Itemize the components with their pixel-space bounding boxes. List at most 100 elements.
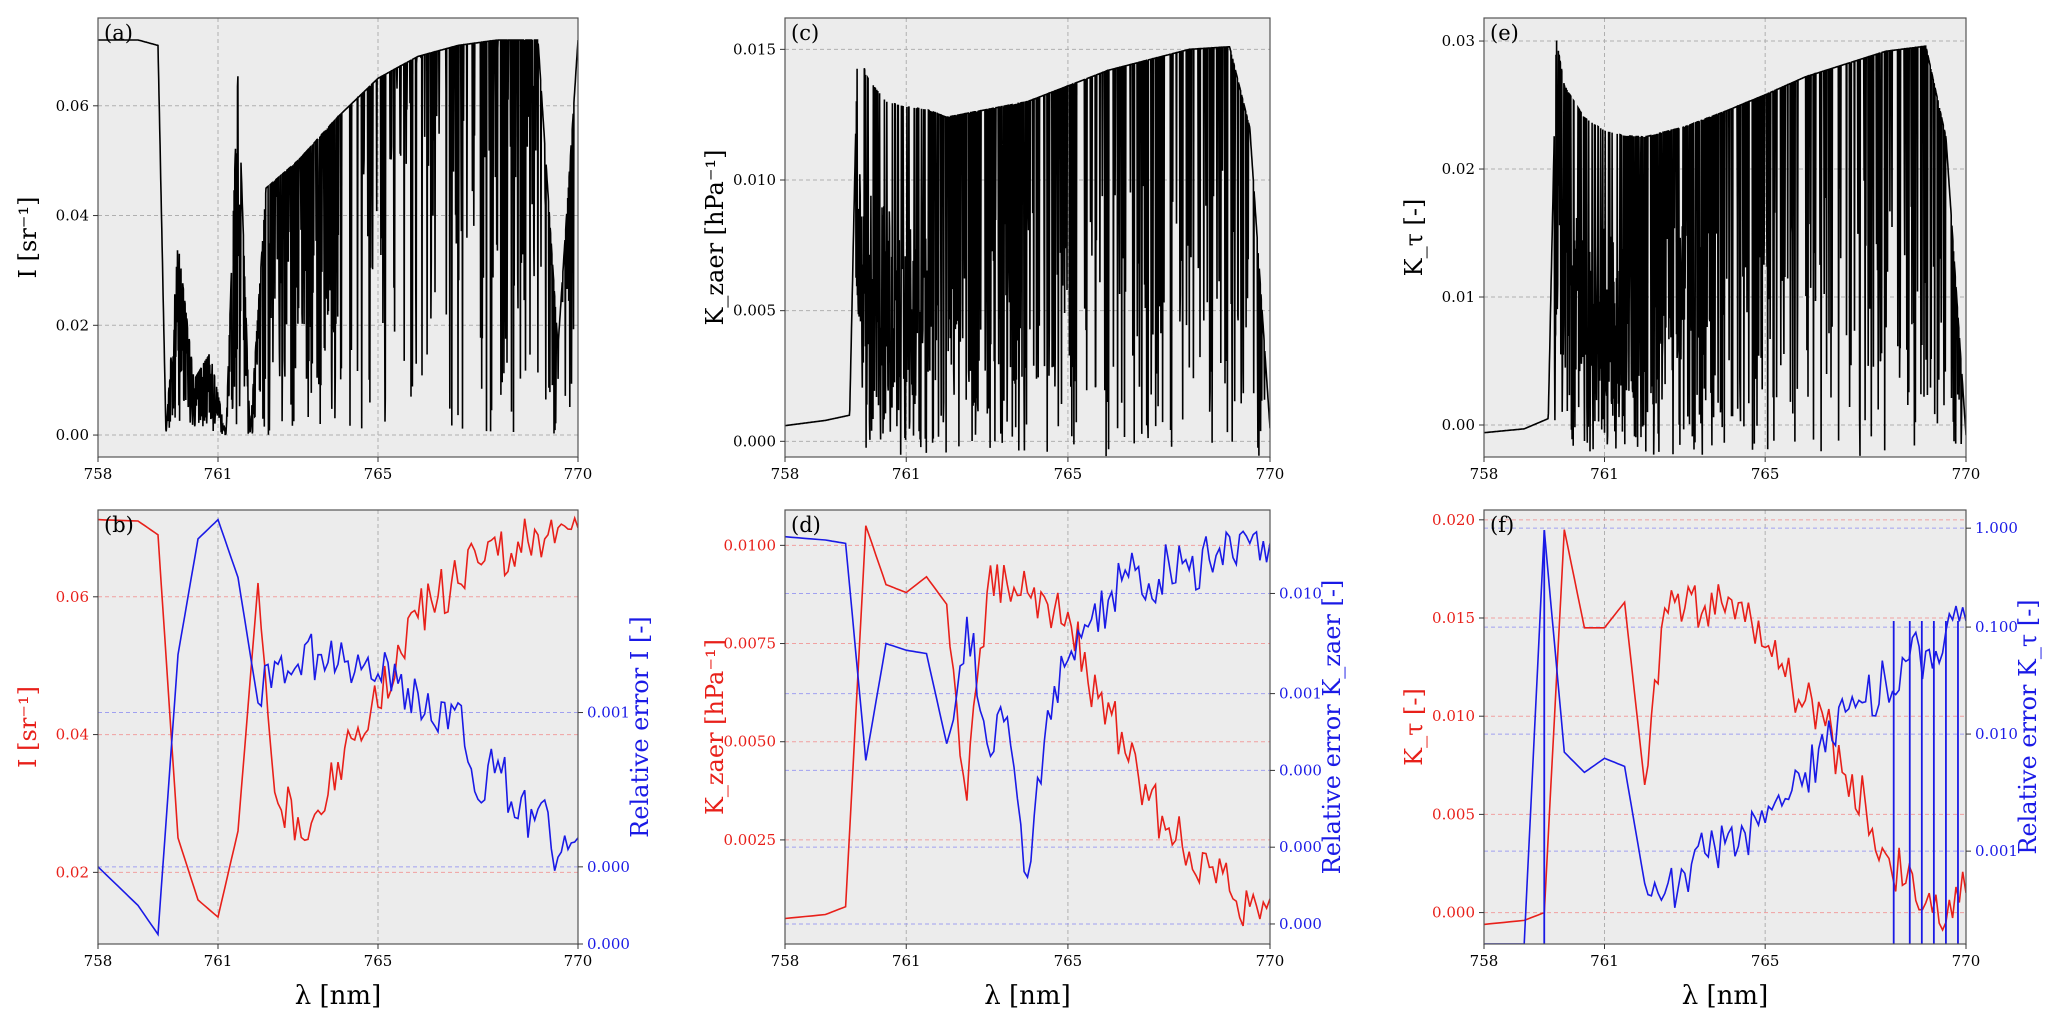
x-tick-label: 770 (1952, 952, 1981, 970)
y-tick-label: 0.010 (1432, 707, 1475, 725)
y-tick-label: 0.020 (1432, 511, 1475, 529)
y-tick-label: 0.005 (1432, 805, 1475, 823)
series-blue-line (785, 530, 1270, 880)
panel-f: 758 761 765 770 0.000 0.005 0.010 0.015 0.020 0.0… (1400, 509, 2042, 1011)
x-tick-label: 761 (1590, 952, 1619, 970)
panel-label: (c) (791, 21, 819, 45)
axes-frame (784, 17, 1271, 458)
x-tick-label: 765 (1054, 465, 1083, 483)
y-right-tick-label: 0.001 (1975, 842, 2018, 860)
x-tick-label: 758 (84, 952, 113, 970)
axes-frame (1483, 17, 1967, 458)
series-black-line (785, 46, 1270, 457)
y-tick-label: 0.000 (1432, 904, 1475, 922)
y-axis-label: K_zaer [hPa⁻¹] (701, 639, 729, 815)
y-tick-label: 0.06 (56, 588, 89, 606)
y-axis-label: K_τ [-] (1400, 688, 1428, 766)
plot-area (98, 510, 578, 944)
x-tick-label: 765 (1751, 952, 1780, 970)
x-tick-label: 761 (1590, 465, 1619, 483)
x-tick-label: 765 (1054, 952, 1083, 970)
x-tick-label: 761 (204, 465, 233, 483)
panel-c: 758 761 765 770 0.000 0.005 0.010 0.015 (c) K_zae… (701, 17, 1285, 483)
panel-label: (b) (104, 513, 134, 537)
y-tick-label: 0.015 (733, 40, 776, 58)
y-tick-label: 0.02 (56, 863, 89, 881)
plot-area (785, 510, 1270, 944)
y-right-tick-label: 0.010 (1279, 584, 1322, 602)
y-tick-label: 0.0100 (724, 536, 777, 554)
panel-e: 758 761 765 770 0.00 0.01 0.02 0.03 (e) K_τ [-] (1400, 17, 1980, 483)
y-right-tick-label: 0.000 (1279, 838, 1322, 856)
x-tick-label: 758 (1470, 465, 1499, 483)
y-axis-label: K_τ [-] (1400, 199, 1428, 277)
y-tick-label: 0.06 (56, 97, 89, 115)
y-tick-label: 0.000 (733, 432, 776, 450)
y-right-tick-label: 0.001 (587, 704, 630, 722)
x-tick-label: 758 (1470, 952, 1499, 970)
y-right-tick-label: 0.000 (587, 858, 630, 876)
y-right-tick-label: 0.000 (587, 935, 630, 953)
y-right-tick-label: 0.001 (1279, 685, 1322, 703)
y-tick-label: 0.02 (1442, 160, 1475, 178)
x-tick-label: 761 (892, 952, 921, 970)
panel-label: (d) (791, 513, 821, 537)
x-axis-label: λ [nm] (295, 981, 381, 1011)
y-tick-label: 0.0050 (724, 733, 777, 751)
panel-label: (e) (1490, 21, 1519, 45)
axes-frame (97, 17, 579, 458)
x-tick-label: 765 (364, 465, 393, 483)
axes-frame (97, 509, 579, 945)
x-axis-label: λ [nm] (1682, 981, 1768, 1011)
y-right-tick-label: 0.000 (1279, 915, 1322, 933)
series-black-line (98, 39, 578, 436)
y-tick-label: 0.03 (1442, 32, 1475, 50)
x-tick-label: 758 (84, 465, 113, 483)
x-axis-label: λ [nm] (984, 981, 1070, 1011)
panel-label: (f) (1490, 513, 1514, 537)
y-right-axis-label: Relative error I [-] (626, 616, 654, 838)
y-right-tick-label: 0.010 (1975, 725, 2018, 743)
y-tick-label: 0.04 (56, 207, 89, 225)
x-tick-label: 765 (364, 952, 393, 970)
x-tick-label: 770 (1256, 465, 1285, 483)
x-tick-label: 770 (564, 952, 593, 970)
x-tick-label: 761 (204, 952, 233, 970)
y-tick-label: 0.015 (1432, 609, 1475, 627)
y-tick-label: 0.00 (1442, 416, 1475, 434)
y-axis-label: I [sr⁻¹] (14, 686, 42, 768)
series-red-line (1484, 529, 1966, 932)
plot-area (1484, 510, 1966, 944)
x-tick-label: 770 (1256, 952, 1285, 970)
panel-a: 758 761 765 770 0.00 0.02 0.04 0.06 (a) I [sr⁻¹] (14, 17, 593, 483)
x-tick-label: 761 (892, 465, 921, 483)
series-black-line (1484, 40, 1966, 456)
panel-label: (a) (104, 21, 133, 45)
axes-frame (784, 509, 1271, 945)
x-tick-label: 758 (771, 465, 800, 483)
series-blue-line (98, 518, 578, 937)
series-red-line (98, 515, 578, 919)
y-tick-label: 0.005 (733, 302, 776, 320)
y-axis-label: I [sr⁻¹] (14, 197, 42, 279)
y-tick-label: 0.0025 (724, 831, 777, 849)
y-tick-label: 0.0075 (724, 635, 777, 653)
y-right-axis-label: Relative error K_zaer [-] (1318, 580, 1346, 875)
y-tick-label: 0.010 (733, 171, 776, 189)
panel-b: 758 761 765 770 0.02 0.04 0.06 0.000 0.000 0.001 (… (14, 509, 654, 1011)
series-red-line (785, 525, 1270, 927)
y-tick-label: 0.04 (56, 726, 89, 744)
x-tick-label: 770 (564, 465, 593, 483)
y-right-tick-label: 1.000 (1975, 519, 2018, 537)
y-tick-label: 0.02 (56, 316, 89, 334)
panel-d: 758 761 765 770 0.0025 0.0050 0.0075 0.0100 0.00… (701, 509, 1346, 1011)
x-tick-label: 758 (771, 952, 800, 970)
y-axis-label: K_zaer [hPa⁻¹] (701, 149, 729, 325)
y-right-axis-label: Relative error K_τ [-] (2014, 599, 2042, 854)
series-blue-line (1484, 530, 1966, 944)
x-tick-label: 765 (1751, 465, 1780, 483)
y-right-tick-label: 0.000 (1279, 761, 1322, 779)
y-tick-label: 0.01 (1442, 288, 1475, 306)
y-right-tick-label: 0.100 (1975, 618, 2018, 636)
